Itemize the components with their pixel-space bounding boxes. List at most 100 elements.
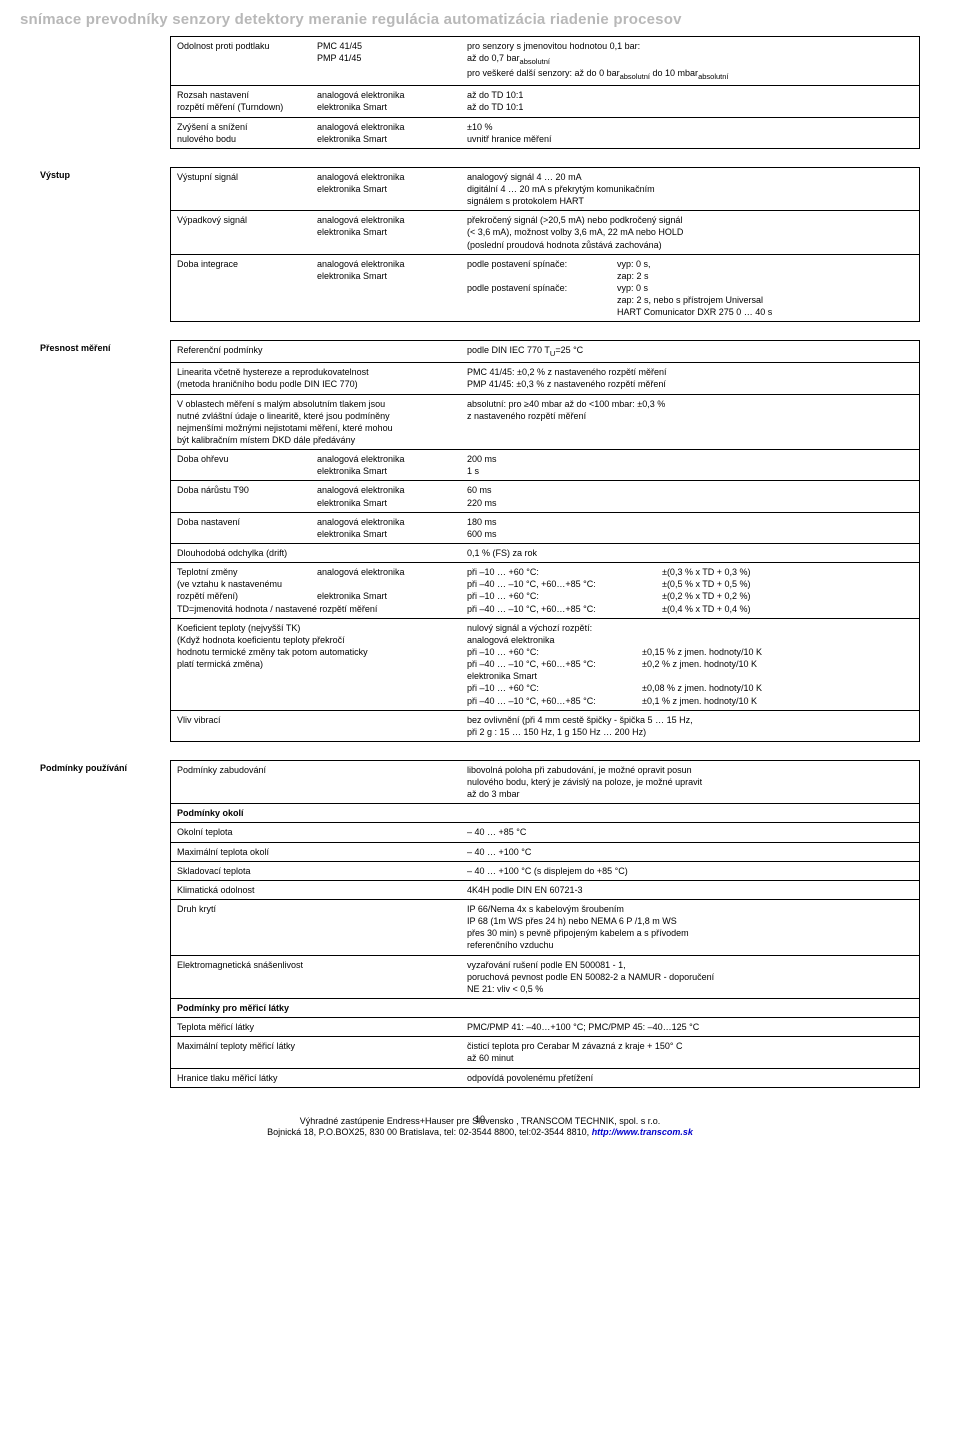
- text: ±0,15 % z jmen. hodnoty/10 K: [642, 646, 762, 658]
- text: absolutní: pro ≥40 mbar až do <100 mbar:…: [467, 398, 913, 410]
- label: rozpětí měření (Turndown): [177, 101, 317, 113]
- text: ±0,2 % z jmen. hodnoty/10 K: [642, 658, 757, 670]
- val: PMP 41/45: [317, 52, 467, 64]
- text: při –40 … –10 °C, +60…+85 °C:: [467, 578, 662, 590]
- val: analogová elektronika: [317, 258, 467, 270]
- text: IP 68 (1m WS přes 24 h) nebo NEMA 6 P /1…: [467, 915, 913, 927]
- text: analogová elektronika: [467, 634, 913, 646]
- text: podle postavení spínače:: [467, 258, 617, 270]
- text: vyp: 0 s: [617, 282, 648, 294]
- section-podminky: Podmínky používání Podmínky zabudování l…: [40, 760, 920, 1088]
- text: při –40 … –10 °C, +60…+85 °C:: [467, 695, 642, 707]
- text: nutné zvláštní údaje o linearitě, které …: [177, 410, 455, 422]
- val: elektronika Smart: [317, 226, 467, 238]
- text: zap: 2 s, nebo s přístrojem Universal: [617, 294, 763, 306]
- section-label: Výstup: [40, 167, 170, 323]
- label: Doba integrace: [177, 258, 317, 270]
- text: ±0,08 % z jmen. hodnoty/10 K: [642, 682, 762, 694]
- text: při –10 … +60 °C:: [467, 646, 642, 658]
- subheading: Podmínky okolí: [171, 804, 461, 822]
- text: HART Comunicator DXR 275 0 … 40 s: [617, 306, 772, 318]
- label: Doba nárůstu T90: [177, 484, 317, 496]
- text: až 60 minut: [467, 1052, 913, 1064]
- val: analogová elektronika: [317, 484, 467, 496]
- text: signálem s protokolem HART: [467, 195, 913, 207]
- label: Hranice tlaku měřicí látky: [171, 1069, 461, 1087]
- footer-link[interactable]: http://www.transcom.sk: [592, 1127, 693, 1137]
- text: při –40 … –10 °C, +60…+85 °C:: [467, 603, 662, 615]
- text: překročený signál (>20,5 mA) nebo podkro…: [467, 214, 913, 226]
- text: V oblastech měření s malým absolutním tl…: [177, 398, 455, 410]
- text: PMP 41/45: ±0,3 % z nastaveného rozpětí …: [467, 378, 913, 390]
- text: Linearita včetně hystereze a reprodukova…: [177, 366, 455, 378]
- sub: absolutní: [520, 57, 550, 66]
- sub: absolutní: [698, 72, 728, 81]
- section-intro: Odolnost proti podtlakuPMC 41/45 PMP 41/…: [40, 36, 920, 149]
- label: Maximální teplota okolí: [171, 843, 461, 861]
- label: Druh krytí: [171, 900, 461, 955]
- label: rozpětí měření): [177, 590, 317, 602]
- text: (Když hodnota koeficientu teploty překro…: [177, 634, 455, 646]
- text: při –40 … –10 °C, +60…+85 °C:: [467, 658, 642, 670]
- content: Odolnost proti podtlakuPMC 41/45 PMP 41/…: [0, 36, 960, 1087]
- label: (ve vztahu k nastavenému: [177, 578, 317, 590]
- text: bez ovlivnění (při 4 mm cestě špičky - š…: [467, 714, 913, 726]
- text: PMC/PMP 41: –40…+100 °C; PMC/PMP 45: –40…: [461, 1018, 919, 1036]
- text: do 10 mbar: [650, 68, 698, 78]
- footer-text: Slovensko , TRANSCOM TECHNIK, spol. s r.…: [472, 1116, 660, 1126]
- text: až do TD 10:1: [467, 101, 913, 113]
- text: až do 0,7 bar: [467, 53, 520, 63]
- text: =25 °C: [555, 345, 583, 355]
- text: nulového bodu, který je závislý na poloz…: [467, 776, 913, 788]
- text: čisticí teplota pro Cerabar M závazná z …: [467, 1040, 913, 1052]
- val: analogová elektronika: [317, 516, 467, 528]
- label: Výpadkový signál: [177, 214, 317, 226]
- text: nulový signál a výchozí rozpětí:: [467, 622, 913, 634]
- label: Teplota měřicí látky: [171, 1018, 461, 1036]
- text: při –10 … +60 °C:: [467, 682, 642, 694]
- label: Elektromagnetická snášenlivost: [171, 956, 461, 998]
- text: – 40 … +100 °C (s displejem do +85 °C): [461, 862, 919, 880]
- text: při –10 … +60 °C:: [467, 566, 662, 578]
- text: 0,1 % (FS) za rok: [461, 544, 919, 562]
- text: až do 3 mbar: [467, 788, 913, 800]
- text: 180 ms: [467, 516, 913, 528]
- sub: absolutní: [620, 72, 650, 81]
- label: Odolnost proti podtlaku: [177, 40, 317, 52]
- label: Podmínky zabudování: [171, 761, 461, 803]
- text: elektronika Smart: [467, 670, 913, 682]
- text: až do TD 10:1: [467, 89, 913, 101]
- footer-text: Bojnická 18, P.O.BOX25, 830 00 Bratislav…: [267, 1127, 592, 1137]
- label: Zvýšení a snížení: [177, 121, 317, 133]
- text: analogový signál 4 … 20 mA: [467, 171, 913, 183]
- text: 220 ms: [467, 497, 913, 509]
- label: Doba nastavení: [177, 516, 317, 528]
- text: přes 30 min) s pevně připojeným kabelem …: [467, 927, 913, 939]
- label: Okolní teplota: [171, 823, 461, 841]
- text: referenčního vzduchu: [467, 939, 913, 951]
- label: Výstupní signál: [177, 171, 317, 183]
- val: elektronika Smart: [317, 270, 467, 282]
- val: elektronika Smart: [317, 133, 467, 145]
- text: PMC 41/45: ±0,2 % z nastaveného rozpětí …: [467, 366, 913, 378]
- text: 60 ms: [467, 484, 913, 496]
- text: platí termická změna): [177, 658, 455, 670]
- text: uvnitř hranice měření: [467, 133, 913, 145]
- text: libovolná poloha při zabudování, je možn…: [467, 764, 913, 776]
- val: elektronika Smart: [317, 528, 467, 540]
- text: při 2 g : 15 … 150 Hz, 1 g 150 Hz … 200 …: [467, 726, 913, 738]
- label: Rozsah nastavení: [177, 89, 317, 101]
- text: být kalibračním místem DKD dále předáván…: [177, 434, 455, 446]
- text: z nastaveného rozpětí měření: [467, 410, 913, 422]
- text: poruchová pevnost podle EN 50082-2 a NAM…: [467, 971, 913, 983]
- text: NE 21: vliv < 0,5 %: [467, 983, 913, 995]
- val: PMC 41/45: [317, 40, 467, 52]
- text: (metoda hraničního bodu podle DIN IEC 77…: [177, 378, 455, 390]
- text: nejmenšími možnými nejistotami měření, k…: [177, 422, 455, 434]
- label: Klimatická odolnost: [171, 881, 461, 899]
- val: analogová elektronika: [317, 121, 467, 133]
- page-header: snímace prevodníky senzory detektory mer…: [0, 0, 960, 36]
- section-label: Přesnost měření: [40, 340, 170, 742]
- text: podle postavení spínače:: [467, 282, 617, 294]
- text: Koeficient teploty (nejvyšší TK): [177, 622, 455, 634]
